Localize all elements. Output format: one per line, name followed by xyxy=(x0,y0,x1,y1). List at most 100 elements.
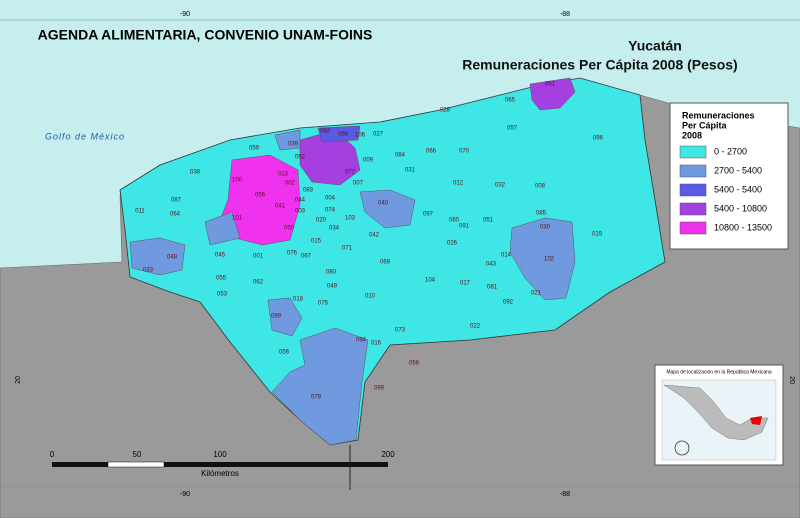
municipality-label: 101 xyxy=(232,216,243,222)
municipality-label: 043 xyxy=(486,262,497,268)
municipality-label: 060 xyxy=(449,218,460,224)
inset-title: Mapa de localización en la República Mex… xyxy=(666,369,772,375)
municipality-label: 061 xyxy=(545,82,556,88)
municipality-label: 014 xyxy=(501,253,512,259)
legend-label: 2700 - 5400 xyxy=(714,165,762,175)
municipality-label: 009 xyxy=(363,158,374,164)
inset-mexico xyxy=(663,384,769,441)
municipality-label: 045 xyxy=(215,253,226,259)
scale-segment xyxy=(52,462,108,467)
colored-region xyxy=(529,77,576,111)
colored-region xyxy=(274,129,301,151)
municipality-label: 069 xyxy=(380,260,391,266)
municipality-label: 013 xyxy=(278,172,289,178)
municipality-label: 053 xyxy=(217,292,228,298)
municipality-label: 087 xyxy=(171,198,182,204)
municipality-label: 065 xyxy=(505,98,516,104)
municipality-label: 091 xyxy=(459,224,470,230)
colored-region xyxy=(217,154,301,246)
municipality-label: 089 xyxy=(271,314,282,320)
municipality-label: 071 xyxy=(342,246,353,252)
municipality-label: 048 xyxy=(167,255,178,261)
municipality-label: 018 xyxy=(293,297,304,303)
legend-label: 0 - 2700 xyxy=(714,146,747,156)
municipality-label: 044 xyxy=(295,198,306,204)
municipality-label: 079 xyxy=(311,395,322,401)
municipality-label: 041 xyxy=(275,204,286,210)
municipality-label: 103 xyxy=(345,216,356,222)
municipality-label: 019 xyxy=(592,232,603,238)
municipality-label: 073 xyxy=(395,328,406,334)
colored-region xyxy=(267,297,303,337)
municipality-label: 027 xyxy=(373,132,384,138)
municipality-label: 099 xyxy=(374,386,385,392)
sea-label: Golfo de México xyxy=(45,131,125,141)
municipality-label: 081 xyxy=(487,285,498,291)
municipality-label: 080 xyxy=(326,270,337,276)
municipality-label: 015 xyxy=(311,239,322,245)
legend-swatch xyxy=(679,221,707,235)
municipality-label: 100 xyxy=(232,178,243,184)
municipality-label: 028 xyxy=(440,108,451,114)
municipality-label: 058 xyxy=(409,361,420,367)
municipality-label: 012 xyxy=(453,181,464,187)
inset: Mapa de localización en la República Mex… xyxy=(654,364,784,466)
municipality-label: 020 xyxy=(316,218,327,224)
municipality-label: 055 xyxy=(216,276,227,282)
title: AGENDA ALIMENTARIA, CONVENIO UNAM-FOINS xyxy=(38,27,373,43)
municipality-label: 076 xyxy=(287,251,298,257)
scale-segment xyxy=(107,461,165,468)
municipality-label: 074 xyxy=(325,208,336,214)
municipality-label: 094 xyxy=(356,338,367,344)
legend-swatch xyxy=(679,145,707,159)
subtitle: Remuneraciones Per Cápita 2008 (Pesos) xyxy=(462,57,737,73)
municipality-label: 001 xyxy=(253,254,264,260)
unam-logo xyxy=(674,440,690,456)
municipality-label: 063 xyxy=(320,129,331,135)
municipality-label: 026 xyxy=(447,241,458,247)
municipality-label: 052 xyxy=(295,155,306,161)
coord-label: -90 xyxy=(180,491,190,498)
colored-region xyxy=(509,217,576,301)
municipality-label: 031 xyxy=(405,168,416,174)
colored-region xyxy=(204,211,241,246)
scale-bar: 0 50 100 200 Kilómetros xyxy=(50,450,395,478)
municipality-label: 068 xyxy=(338,132,349,138)
municipality-label: 066 xyxy=(426,149,437,155)
legend-swatch xyxy=(679,183,707,197)
municipality-label: 059 xyxy=(249,146,260,152)
scale-tick: 50 xyxy=(133,450,142,459)
legend-title: Per Cápita xyxy=(682,120,728,130)
municipality-label: 056 xyxy=(255,193,266,199)
municipality-label: 067 xyxy=(301,254,312,260)
scale-tick: 0 xyxy=(50,450,55,459)
municipality-label: 004 xyxy=(325,196,336,202)
municipality-label: 049 xyxy=(327,284,338,290)
municipality-label: 051 xyxy=(483,218,494,224)
municipality-label: 102 xyxy=(544,257,555,263)
legend-swatch xyxy=(679,164,707,178)
municipality-label: 083 xyxy=(303,188,314,194)
municipality-label: 017 xyxy=(460,281,471,287)
municipality-label: 007 xyxy=(353,181,364,187)
coord-label: -90 xyxy=(180,11,190,18)
colored-region xyxy=(271,327,369,446)
municipality-label: 096 xyxy=(593,136,604,142)
municipality-label: 062 xyxy=(253,280,264,286)
municipality-label: 057 xyxy=(507,126,518,132)
municipality-label: 040 xyxy=(378,201,389,207)
municipality-label: 085 xyxy=(536,211,547,217)
legend-title: 2008 xyxy=(682,130,702,140)
municipality-label: 039 xyxy=(288,142,299,148)
legend-label: 5400 - 5400 xyxy=(714,184,762,194)
municipality-label: 016 xyxy=(371,341,382,347)
municipality-label: 072 xyxy=(345,170,356,176)
municipality-label: 038 xyxy=(190,170,201,176)
municipality-label: 033 xyxy=(143,268,154,274)
scale-tick: 100 xyxy=(213,450,227,459)
municipality-label: 034 xyxy=(329,226,340,232)
legend-label: 5400 - 10800 xyxy=(714,203,767,213)
municipality-label: 022 xyxy=(470,324,481,330)
